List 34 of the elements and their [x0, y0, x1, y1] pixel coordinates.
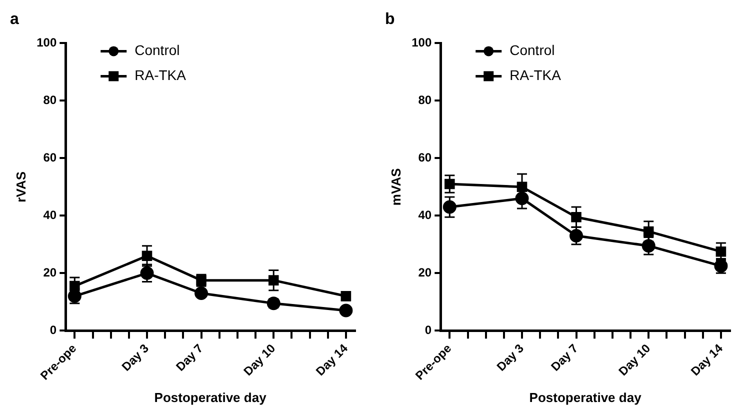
x-tick-label: Day 14: [688, 341, 726, 379]
y-tick-label: 40: [43, 208, 57, 222]
point: [571, 212, 582, 222]
x-axis-title: Postoperative day: [529, 390, 642, 405]
y-axis-title: mVAS: [388, 168, 404, 206]
y-tick-label: 100: [412, 36, 432, 50]
y-axis-title: rVAS: [13, 171, 28, 202]
chart-title: b: [385, 11, 395, 28]
y-tick-label: 80: [43, 93, 57, 107]
legend-label: Control: [134, 42, 180, 58]
legend-label: RA-TKA: [510, 67, 562, 84]
y-tick-label: 0: [424, 322, 432, 337]
x-tick-label: Day 3: [118, 341, 152, 374]
point: [643, 226, 654, 237]
x-tick-label: Day 3: [494, 341, 527, 374]
y-tick-label: 20: [43, 265, 57, 280]
x-tick-label: Day 10: [616, 341, 654, 379]
y-tick-label: 0: [50, 322, 57, 337]
x-tick-label: Day 7: [548, 341, 581, 374]
chart-title: a: [10, 11, 19, 28]
x-tick-label: Day 10: [240, 341, 278, 379]
y-tick-label: 40: [418, 208, 432, 222]
y-tick-label: 80: [418, 93, 432, 107]
point: [444, 178, 455, 190]
y-tick-label: 60: [418, 150, 432, 164]
x-tick-label: Day 14: [313, 341, 351, 379]
y-tick-label: 100: [36, 36, 57, 50]
point: [268, 275, 279, 286]
y-tick-label: 60: [43, 150, 57, 164]
x-tick-label: Day 7: [173, 341, 206, 374]
legend-label: RA-TKA: [134, 67, 187, 84]
x-axis-title: Postoperative day: [154, 390, 268, 405]
y-tick-label: 20: [418, 265, 432, 280]
legend-label: Control: [510, 42, 555, 58]
